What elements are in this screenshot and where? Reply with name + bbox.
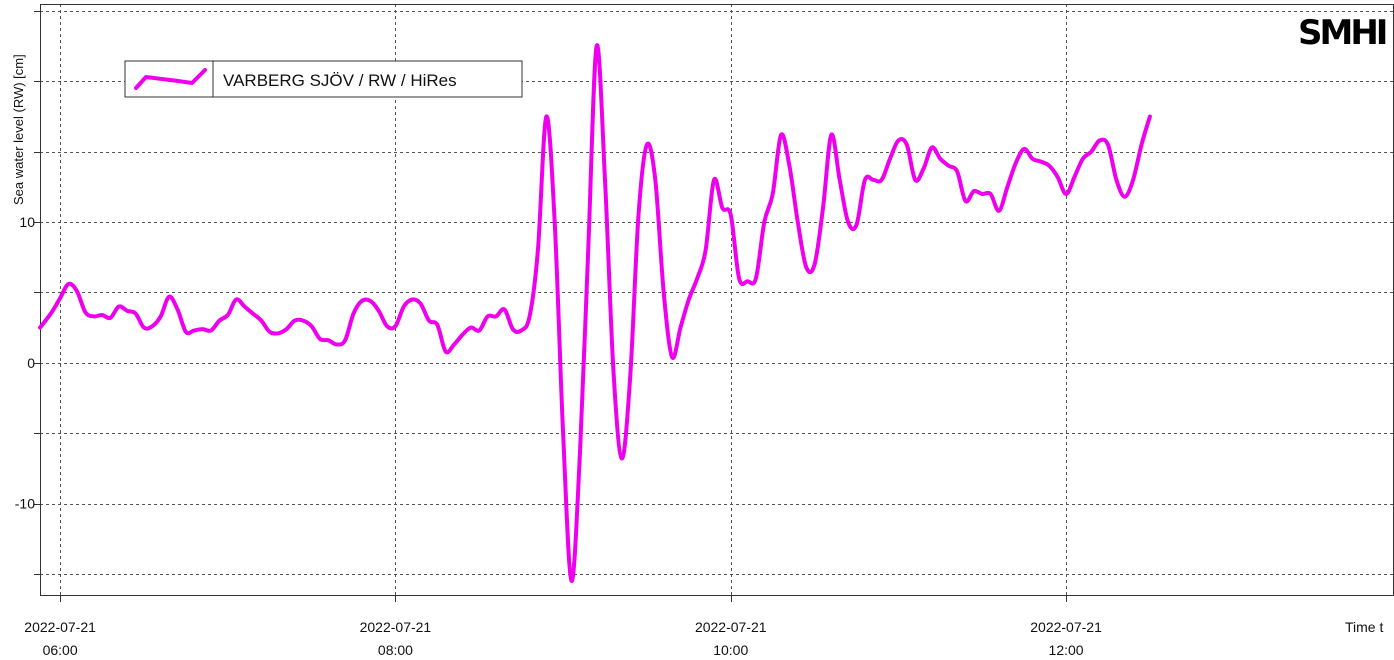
series-layer <box>38 43 1152 583</box>
x-tick-date: 2022-07-21 <box>1030 619 1102 635</box>
y-axis-label: Sea water level (RW) [cm] <box>11 54 26 205</box>
legend-swatch <box>134 68 207 90</box>
x-tick-date: 2022-07-21 <box>24 619 96 635</box>
x-tick-date: 2022-07-21 <box>695 619 767 635</box>
y-tick-labels: -10 0 10 <box>15 214 35 511</box>
axis-tick-marks <box>34 11 1067 602</box>
x-tick-time: 10:00 <box>713 642 748 658</box>
smhi-logo: SMHI <box>1298 13 1386 53</box>
x-tick-labels: 2022-07-21 06:00 2022-07-21 08:00 2022-07-21… <box>24 619 1102 658</box>
y-tick-label: 0 <box>27 355 35 371</box>
x-tick-time: 08:00 <box>378 642 413 658</box>
y-tick-label: -10 <box>15 496 35 512</box>
x-axis-label: Time t <box>1345 619 1383 635</box>
legend-entry-label: VARBERG SJÖV / RW / HiRes <box>223 71 457 90</box>
x-tick-time: 12:00 <box>1049 642 1084 658</box>
x-tick-time: 06:00 <box>43 642 78 658</box>
legend-box <box>124 60 523 98</box>
series-line-varberg <box>38 43 1152 583</box>
legend: VARBERG SJÖV / RW / HiRes <box>124 60 523 98</box>
x-tick-date: 2022-07-21 <box>360 619 432 635</box>
y-tick-label: 10 <box>19 214 35 230</box>
